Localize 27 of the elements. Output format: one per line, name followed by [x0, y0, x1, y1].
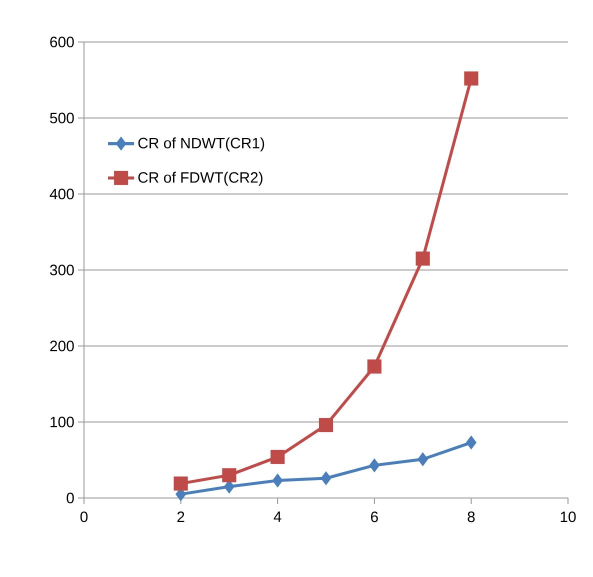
y-tick-label: 400: [50, 188, 74, 200]
point: [318, 418, 334, 432]
x-tick-label: 10: [560, 512, 576, 522]
x-tick-label: 4: [274, 512, 282, 522]
point: [367, 359, 382, 374]
point: [369, 458, 380, 472]
point: [416, 252, 430, 266]
point: [320, 471, 332, 486]
x-tick-label: 6: [371, 512, 378, 522]
point: [174, 476, 188, 491]
x-tick-label: 8: [468, 512, 475, 522]
legend-label: CR of NDWT(CR1): [138, 137, 264, 152]
point: [417, 452, 428, 466]
x-tick-label: 0: [80, 512, 88, 522]
y-tick-label: 500: [50, 112, 74, 124]
y-tick-label: 0: [66, 492, 74, 504]
point: [464, 71, 478, 86]
x-tick-label: 2: [177, 512, 184, 522]
y-tick-label: 200: [50, 340, 74, 352]
point: [466, 435, 477, 450]
point: [272, 473, 283, 488]
y-tick-label: 600: [50, 36, 74, 48]
point: [222, 468, 236, 482]
y-tick-label: 300: [50, 264, 74, 276]
legend-label: CR of FDWT(CR2): [138, 172, 262, 186]
point: [270, 450, 285, 464]
y-tick-label: 100: [50, 416, 74, 428]
